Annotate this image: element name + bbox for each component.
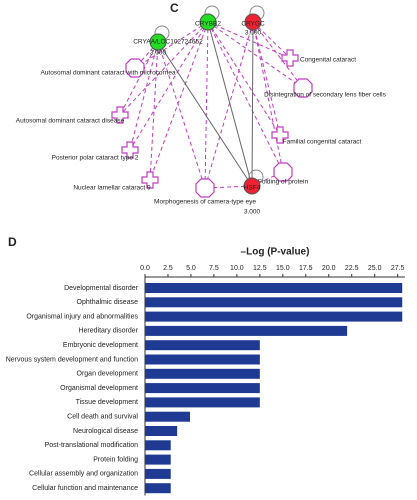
x-tick-label: 5.0 bbox=[186, 265, 196, 272]
edge bbox=[149, 21, 209, 181]
bar bbox=[145, 426, 178, 436]
bar bbox=[145, 383, 260, 394]
x-tick-label: 27.5 bbox=[391, 265, 405, 272]
gene-value: 3.000 bbox=[150, 50, 167, 57]
function-label: Disintegration of secondary lens fiber c… bbox=[264, 92, 387, 99]
bar bbox=[145, 440, 171, 451]
edge bbox=[157, 41, 206, 189]
function-node bbox=[293, 78, 313, 98]
edge bbox=[157, 41, 253, 187]
function-label: Nuclear lamellar cataract 9 bbox=[73, 185, 151, 192]
panel-letter: C bbox=[170, 1, 179, 15]
edge bbox=[204, 21, 254, 189]
x-tick-label: 15.0 bbox=[276, 265, 290, 272]
gene-node bbox=[243, 177, 261, 195]
y-tick-label: Organismal development bbox=[60, 385, 138, 392]
y-tick-label: Cellular assembly and organization bbox=[29, 471, 138, 478]
gene-node bbox=[199, 13, 217, 31]
bar bbox=[145, 340, 260, 351]
y-tick-label: Ophthalmic disease bbox=[77, 299, 139, 306]
edge bbox=[252, 21, 291, 59]
function-label: Familial congenital cataract bbox=[283, 139, 362, 146]
bar bbox=[145, 483, 171, 494]
edge bbox=[251, 21, 254, 187]
bar bbox=[145, 454, 171, 465]
gene-node bbox=[149, 33, 167, 51]
x-tick-label: 20.0 bbox=[322, 265, 336, 272]
gene-label: CRYGC bbox=[241, 21, 265, 28]
function-label: Autosomal dominant cataract with microco… bbox=[40, 70, 176, 77]
x-tick-label: 22.5 bbox=[345, 265, 359, 272]
y-tick-label: Cell death and survival bbox=[67, 414, 138, 421]
y-tick-label: Neurological disease bbox=[73, 428, 138, 435]
function-label: Congenital cataract bbox=[300, 57, 356, 64]
panel-letter: D bbox=[8, 235, 17, 249]
x-tick-label: 7.5 bbox=[209, 265, 219, 272]
y-tick-label: Organismal injury and abnormalities bbox=[26, 313, 138, 320]
function-node bbox=[125, 58, 145, 78]
x-tick-label: 0.0 bbox=[140, 265, 150, 272]
gene-value: 3.000 bbox=[245, 30, 262, 37]
x-tick-label: 12.5 bbox=[253, 265, 267, 272]
bar bbox=[145, 368, 260, 379]
function-node bbox=[273, 162, 293, 182]
x-tick-label: 10.0 bbox=[230, 265, 244, 272]
edge bbox=[207, 21, 281, 136]
function-label: Folding of protein bbox=[258, 179, 309, 186]
bar bbox=[145, 397, 260, 408]
y-tick-label: Cellular function and maintenance bbox=[32, 485, 138, 492]
edge bbox=[204, 21, 209, 189]
edge bbox=[207, 21, 253, 187]
function-node bbox=[121, 141, 139, 159]
y-tick-label: Protein folding bbox=[93, 456, 138, 463]
function-node bbox=[141, 171, 159, 189]
bar bbox=[145, 468, 171, 479]
y-tick-label: Embryonic development bbox=[63, 342, 138, 349]
edge bbox=[129, 41, 159, 151]
y-tick-label: Organ development bbox=[77, 371, 139, 378]
y-tick-label: Nervous system development and function bbox=[6, 356, 138, 363]
function-label: Morphogenesis of camera-type eye bbox=[154, 199, 256, 206]
bar bbox=[145, 325, 348, 336]
bar bbox=[145, 283, 403, 293]
edge bbox=[129, 21, 209, 151]
x-tick-label: 25.0 bbox=[368, 265, 382, 272]
function-node bbox=[281, 49, 299, 67]
gene-label: CRYBB2 bbox=[195, 21, 221, 28]
edge bbox=[149, 41, 159, 181]
bar bbox=[145, 411, 191, 422]
y-tick-label: Developmental disorder bbox=[64, 285, 139, 292]
x-axis-label: –Log (P-value) bbox=[241, 247, 310, 258]
bar bbox=[145, 354, 260, 365]
function-node bbox=[195, 178, 215, 198]
edge bbox=[207, 21, 304, 89]
gene-label: HSF4 bbox=[244, 185, 261, 192]
edge bbox=[134, 21, 209, 69]
function-label: Autosomal dominant cataract disease bbox=[16, 118, 125, 125]
edge bbox=[252, 21, 281, 136]
gene-label: CRYAA/LOC102724652 bbox=[133, 39, 203, 46]
function-node bbox=[271, 126, 289, 144]
edge bbox=[252, 21, 284, 173]
bar bbox=[145, 311, 403, 322]
edge bbox=[207, 21, 291, 59]
y-tick-label: Post-translational modification bbox=[45, 442, 138, 449]
gene-node bbox=[244, 13, 262, 31]
bar bbox=[145, 297, 403, 308]
y-tick-label: Tissue development bbox=[76, 399, 138, 406]
y-tick-label: Hereditary disorder bbox=[78, 328, 138, 335]
gene-value: 3.000 bbox=[244, 209, 261, 216]
x-tick-label: 2.5 bbox=[163, 265, 173, 272]
x-tick-label: 17.5 bbox=[299, 265, 313, 272]
function-node bbox=[111, 106, 129, 124]
function-label: Posterior polar cataract type 2 bbox=[52, 155, 139, 162]
edge bbox=[119, 21, 209, 116]
